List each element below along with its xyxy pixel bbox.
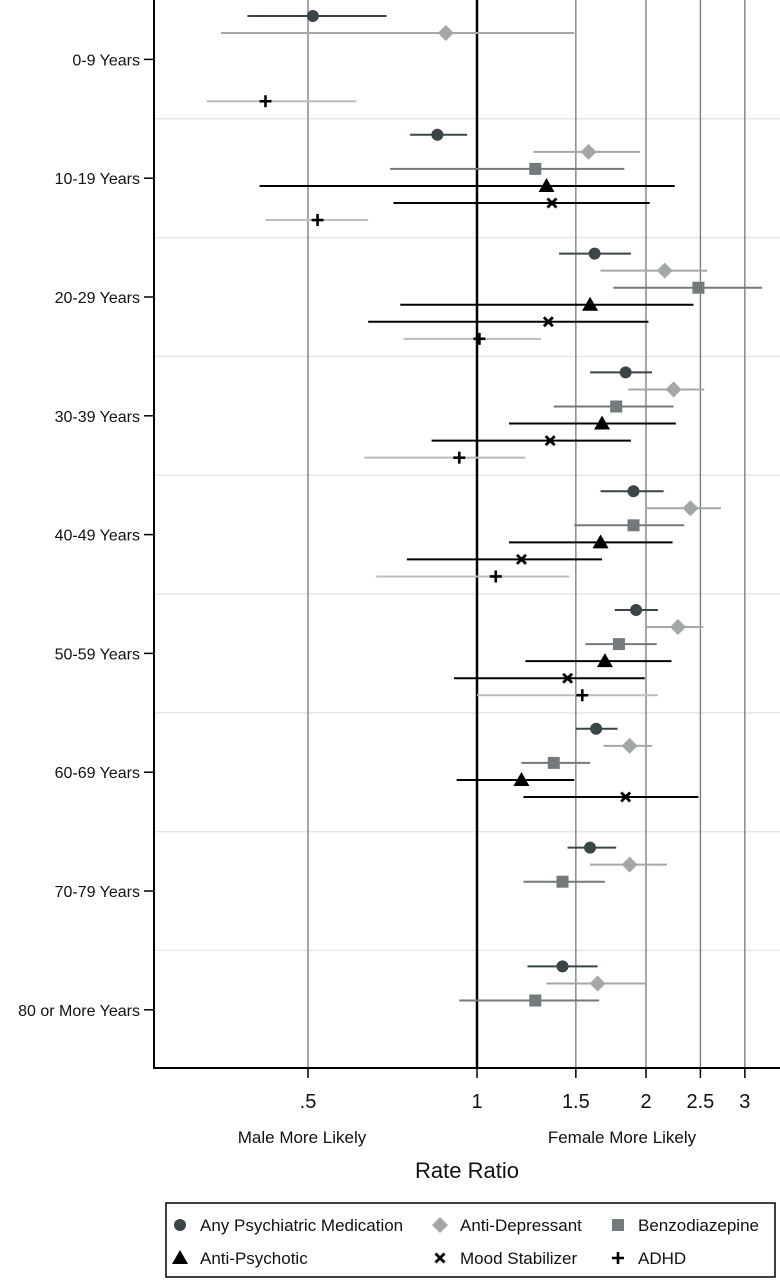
x-tick-label: 1 (471, 1091, 482, 1113)
antidep-point-80-or-more-years (589, 975, 606, 992)
mood-point-30-39-years (544, 435, 556, 447)
adhd-point-10-19-years (311, 214, 324, 227)
any-point-60-69-years (590, 722, 603, 735)
antidep-point-40-49-years (682, 500, 699, 517)
x-tick-label: 3 (739, 1091, 750, 1113)
legend-benzo-marker (612, 1219, 624, 1231)
legend-box (165, 1202, 776, 1278)
x-ticks: .5 1 1.5 2 2.5 3 (300, 1068, 750, 1113)
legend: Any Psychiatric Medication Anti-Depressan… (165, 1202, 776, 1278)
x-tick-label: 1.5 (562, 1091, 590, 1113)
benzo-point-50-59-years (612, 638, 625, 651)
legend-antipsych-label: Anti-Psychotic (200, 1249, 308, 1268)
antipsych-point-30-39-years (594, 415, 611, 430)
x-tick-label: 2.5 (686, 1091, 714, 1113)
benzo-point-80-or-more-years (529, 994, 542, 1007)
reference-lines (307, 0, 746, 1068)
group-label-20-29-years: 20-29 Years (55, 290, 140, 307)
x-tick-label: 2 (640, 1091, 651, 1113)
mood-point-20-29-years (542, 316, 554, 328)
group-label-60-69-years: 60-69 Years (55, 765, 140, 782)
legend-mood-marker (434, 1252, 446, 1264)
antipsych-point-20-29-years (582, 296, 599, 311)
legend-mood-label: Mood Stabilizer (460, 1249, 578, 1268)
benzo-point-10-19-years (529, 162, 542, 175)
group-label-70-79-years: 70-79 Years (55, 884, 140, 901)
adhd-point-0-9-years (259, 95, 272, 108)
benzo-point-20-29-years (692, 281, 705, 294)
any-point-20-29-years (588, 247, 601, 260)
legend-antipsych-marker (172, 1250, 188, 1264)
adhd-point-40-49-years (489, 570, 502, 583)
group-label-0-9-years: 0-9 Years (72, 52, 140, 69)
antidep-point-0-9-years (437, 25, 454, 42)
antipsych-point-60-69-years (513, 771, 530, 786)
any-point-50-59-years (630, 604, 643, 616)
point-estimates (259, 10, 705, 1007)
antidep-point-50-59-years (669, 619, 686, 636)
antipsych-point-50-59-years (596, 653, 613, 668)
legend-any-label: Any Psychiatric Medication (200, 1216, 403, 1235)
group-separators (154, 118, 780, 952)
group-label-30-39-years: 30-39 Years (55, 409, 140, 426)
legend-antidep-label: Anti-Depressant (460, 1216, 582, 1235)
legend-adhd-label: ADHD (638, 1249, 686, 1268)
antidep-point-30-39-years (665, 381, 682, 398)
x-note-male: Male More Likely (238, 1128, 367, 1147)
confidence-intervals (206, 15, 763, 1002)
adhd-point-30-39-years (453, 451, 466, 464)
legend-adhd-marker (612, 1252, 624, 1264)
benzo-point-30-39-years (610, 400, 623, 413)
benzo-point-40-49-years (627, 519, 640, 532)
group-label-50-59-years: 50-59 Years (55, 646, 140, 663)
any-point-40-49-years (627, 485, 640, 498)
antipsych-point-40-49-years (592, 534, 609, 549)
legend-any-marker (174, 1219, 186, 1231)
mood-point-60-69-years (620, 791, 632, 803)
legend-benzo-label: Benzodiazepine (638, 1216, 759, 1235)
group-label-10-19-years: 10-19 Years (55, 171, 140, 188)
antidep-point-70-79-years (621, 856, 638, 873)
legend-antidep-marker (432, 1217, 448, 1233)
x-axis-title: Rate Ratio (415, 1158, 519, 1183)
antidep-point-60-69-years (621, 737, 638, 754)
benzo-point-60-69-years (547, 756, 560, 769)
x-note-female: Female More Likely (548, 1128, 697, 1147)
any-point-0-9-years (306, 10, 319, 22)
y-tick-labels: 0-9 Years 10-19 Years 20-29 Years 30-39 Yea… (18, 52, 154, 1020)
benzo-point-70-79-years (556, 875, 569, 888)
antidep-point-10-19-years (580, 143, 597, 160)
antidep-point-20-29-years (656, 262, 673, 279)
adhd-point-20-29-years (473, 332, 486, 345)
any-point-30-39-years (619, 366, 632, 379)
mood-point-10-19-years (546, 197, 558, 209)
mood-point-40-49-years (515, 553, 527, 565)
axes (153, 0, 780, 1069)
mood-point-50-59-years (562, 672, 574, 684)
adhd-point-50-59-years (576, 689, 589, 702)
legend-items: Any Psychiatric Medication Anti-Depressan… (172, 1216, 759, 1268)
group-label-40-49-years: 40-49 Years (55, 528, 140, 545)
antipsych-point-10-19-years (538, 177, 555, 192)
any-point-10-19-years (431, 128, 444, 141)
group-label-80-or-more-years: 80 or More Years (18, 1003, 140, 1020)
any-point-70-79-years (584, 841, 597, 854)
any-point-80-or-more-years (556, 960, 569, 973)
x-tick-label: .5 (300, 1091, 317, 1113)
